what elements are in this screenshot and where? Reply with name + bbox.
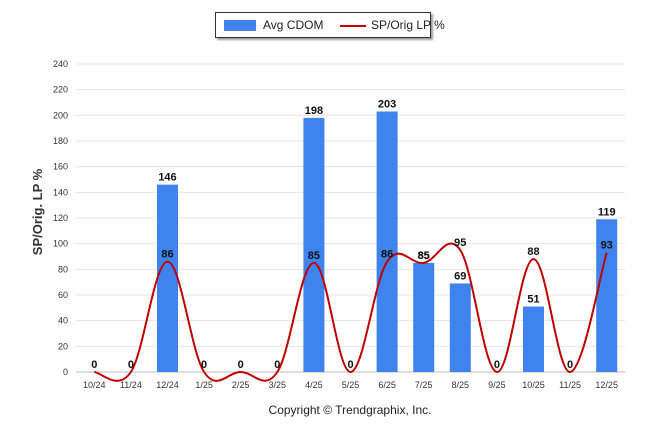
bar-value-label: 0	[128, 359, 134, 371]
bar-value-label: 85	[418, 250, 430, 262]
bar-value-label: 0	[494, 359, 500, 371]
legend-bar-label: Avg CDOM	[263, 18, 324, 32]
bar	[449, 283, 471, 372]
bar-value-label: 0	[91, 359, 97, 371]
bar	[303, 117, 325, 373]
x-axis-ticks: 10/24 11/24 12/24 1/25 2/25 3/25 4/25 5/25 6/25 7…	[83, 380, 618, 390]
x-tick-label: 6/25	[378, 380, 396, 390]
y-tick-label: 0	[63, 367, 68, 377]
line-value-label: 86	[161, 249, 173, 261]
x-tick-label: 12/24	[156, 380, 179, 390]
x-tick-label: 1/25	[195, 380, 213, 390]
bar-series	[157, 111, 618, 373]
legend: Avg CDOM SP/Orig LP %	[215, 12, 445, 38]
bar-value-labels: 0 0 146 0 0 0 198 0 203 85 69 0 51 0 119	[91, 98, 615, 371]
line-value-label: 93	[601, 240, 613, 252]
y-tick-label: 160	[53, 162, 68, 172]
bar-value-label: 0	[567, 359, 573, 371]
y-tick-label: 120	[53, 213, 68, 223]
legend-line-swatch	[340, 25, 366, 27]
bar	[157, 184, 178, 372]
y-tick-label: 220	[53, 85, 68, 95]
x-tick-label: 2/25	[232, 380, 250, 390]
y-tick-label: 180	[53, 136, 68, 146]
legend-bar-swatch	[224, 20, 256, 31]
y-tick-label: 40	[58, 316, 68, 326]
y-tick-label: 100	[53, 239, 68, 249]
x-tick-label: 5/25	[342, 380, 360, 390]
line-series	[94, 242, 608, 382]
copyright-text: Copyright © Trendgraphix, Inc.	[268, 403, 432, 417]
bar-value-label: 51	[527, 294, 539, 306]
y-tick-label: 60	[58, 290, 68, 300]
x-tick-label: 11/24	[120, 380, 142, 390]
x-tick-label: 9/25	[488, 380, 506, 390]
y-tick-label: 20	[58, 341, 68, 351]
y-axis-label: SP/Orig. LP %	[30, 168, 45, 255]
bar-value-label: 0	[201, 359, 207, 371]
x-tick-label: 12/25	[595, 380, 618, 390]
bar-value-label: 0	[274, 359, 280, 371]
x-tick-label: 4/25	[305, 380, 323, 390]
line-value-label: 86	[381, 249, 393, 261]
x-tick-label: 10/24	[83, 380, 106, 390]
line-value-label: 85	[418, 250, 430, 262]
bar-value-label: 0	[347, 359, 353, 371]
x-tick-label: 11/25	[559, 380, 581, 390]
line-value-label: 88	[527, 246, 539, 258]
bar-value-label: 0	[238, 359, 244, 371]
x-tick-label: 8/25	[452, 380, 470, 390]
bar-value-label: 198	[305, 105, 323, 117]
x-tick-label: 7/25	[415, 380, 433, 390]
line-value-labels: 86 85 86 85 95 88 93	[161, 237, 612, 262]
legend-line-label: SP/Orig LP %	[371, 18, 445, 32]
line-path	[94, 242, 608, 382]
y-tick-label: 200	[53, 110, 68, 120]
bar-value-label: 203	[378, 98, 396, 110]
bar	[523, 306, 544, 372]
x-tick-label: 3/25	[269, 380, 287, 390]
bar-value-label: 69	[454, 270, 466, 282]
y-tick-label: 80	[58, 264, 68, 274]
bar-value-label: 119	[598, 206, 616, 218]
y-tick-label: 240	[53, 59, 68, 69]
bar	[376, 111, 398, 372]
y-tick-label: 140	[53, 187, 68, 197]
bar	[596, 219, 618, 372]
x-tick-label: 10/25	[522, 380, 545, 390]
line-value-label: 95	[454, 237, 466, 249]
bar-value-label: 146	[158, 172, 176, 184]
y-axis-ticks: 0 20 40 60 80 100 120 140 160 180 200 220 240	[53, 59, 68, 377]
line-value-label: 85	[308, 250, 320, 262]
bar	[413, 262, 435, 372]
